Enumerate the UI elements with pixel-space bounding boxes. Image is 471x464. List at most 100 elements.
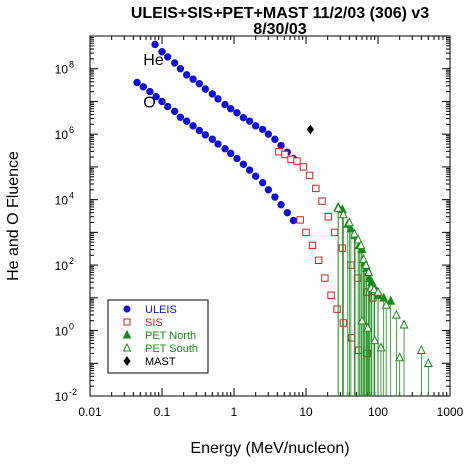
uleis-point bbox=[195, 79, 204, 88]
x-tick-labels: 0.01 0.1 1 10 100 1000 bbox=[78, 405, 463, 419]
uleis-point bbox=[258, 125, 267, 134]
x-tick-label: 1 bbox=[231, 405, 238, 419]
uleis-point bbox=[227, 149, 235, 158]
legend-marker-pet-north bbox=[122, 329, 132, 339]
pet-south-point bbox=[363, 322, 373, 332]
y-tick-label: 10 bbox=[55, 325, 69, 339]
pet-south-point bbox=[373, 286, 383, 296]
pet-south-point bbox=[353, 234, 363, 244]
pet-south-point bbox=[399, 319, 409, 329]
uleis-point bbox=[251, 122, 260, 130]
sis-point bbox=[312, 184, 320, 193]
legend-label-mast: MAST bbox=[145, 356, 176, 368]
legend-marker-sis bbox=[123, 318, 131, 326]
sis-point bbox=[281, 150, 289, 159]
uleis-point bbox=[221, 100, 229, 109]
uleis-point bbox=[221, 145, 229, 153]
uleis-point bbox=[189, 122, 197, 130]
pet-south-point bbox=[370, 335, 380, 345]
legend-marker-pet-south bbox=[122, 342, 132, 352]
legend-label-pet-south: PET South bbox=[145, 343, 198, 355]
x-tick-label: 1000 bbox=[437, 405, 464, 419]
uleis-point bbox=[170, 59, 179, 67]
uleis-point bbox=[245, 166, 254, 174]
pet-south-point bbox=[361, 259, 371, 269]
uleis-point bbox=[176, 113, 185, 121]
uleis-point bbox=[182, 117, 191, 125]
y-tick-label: 10 bbox=[55, 128, 69, 142]
y-tick-exponent: 0 bbox=[69, 322, 74, 332]
legend-label-sis: SIS bbox=[145, 317, 163, 329]
pet-south-point bbox=[423, 357, 433, 367]
uleis-point bbox=[164, 102, 172, 111]
uleis-point bbox=[176, 65, 185, 73]
sis-point bbox=[330, 228, 339, 237]
y-tick-label: 10 bbox=[55, 390, 69, 404]
uleis-point bbox=[277, 201, 285, 209]
uleis-point bbox=[251, 172, 260, 180]
uleis-point bbox=[151, 40, 159, 49]
pet-south-point bbox=[349, 228, 359, 238]
pet-south-point bbox=[338, 209, 348, 219]
chart-title-line-1: ULEIS+SIS+PET+MAST 11/2/03 (306) v3 bbox=[131, 5, 429, 22]
y-tick-exponent: -2 bbox=[69, 387, 77, 397]
x-tick-label: 100 bbox=[368, 405, 388, 419]
y-tick-label: 10 bbox=[55, 194, 69, 208]
uleis-point bbox=[245, 117, 254, 125]
uleis-point bbox=[233, 109, 241, 117]
y-tick-exponent: 6 bbox=[69, 125, 74, 135]
sis-point bbox=[308, 241, 317, 250]
sis-point bbox=[327, 291, 335, 299]
pet-south-point bbox=[381, 299, 391, 309]
uleis-point bbox=[289, 216, 298, 225]
uleis-point bbox=[227, 105, 235, 113]
pet-south-point bbox=[395, 352, 405, 362]
uleis-point bbox=[146, 87, 154, 96]
uleis-point bbox=[152, 92, 160, 101]
sis-point bbox=[293, 157, 301, 165]
uleis-point bbox=[189, 75, 197, 83]
uleis-point bbox=[201, 85, 210, 93]
legend-marker-uleis bbox=[123, 305, 131, 313]
pet-south-point bbox=[359, 254, 369, 264]
uleis-point bbox=[277, 141, 285, 150]
sis-point bbox=[302, 228, 310, 237]
pet-south-point bbox=[356, 240, 366, 250]
uleis-point bbox=[139, 83, 148, 91]
sis-point bbox=[305, 171, 314, 180]
plot-frame bbox=[89, 35, 451, 397]
uleis-point bbox=[271, 135, 279, 143]
uleis-point bbox=[158, 48, 166, 56]
uleis-point bbox=[164, 53, 172, 61]
legend-label-pet-north: PET North bbox=[145, 330, 196, 342]
pet-south-point bbox=[333, 202, 343, 212]
uleis-point bbox=[258, 178, 267, 187]
y-tick-exponent: 4 bbox=[69, 191, 74, 201]
uleis-point bbox=[264, 130, 273, 138]
y-tick-label: 10 bbox=[55, 259, 69, 273]
sis-point bbox=[324, 213, 332, 221]
axis-ticks bbox=[89, 36, 450, 397]
x-axis-label: Energy (MeV/nucleon) bbox=[190, 440, 349, 457]
uleis-point bbox=[158, 97, 166, 106]
sis-point bbox=[321, 274, 329, 282]
pet-south-point bbox=[357, 315, 367, 325]
sis-point bbox=[314, 256, 323, 265]
chart-title-line-2: 8/30/03 bbox=[253, 21, 306, 38]
pet-south-point bbox=[344, 217, 354, 227]
y-axis-label: He and O Fluence bbox=[5, 151, 22, 281]
legend-marker-mast bbox=[123, 356, 131, 366]
uleis-point bbox=[283, 208, 292, 217]
pet-south-point bbox=[376, 342, 386, 352]
o-annotation: O bbox=[143, 94, 155, 111]
y-tick-exponent: 8 bbox=[69, 60, 74, 70]
uleis-point bbox=[214, 140, 222, 148]
uleis-point bbox=[271, 193, 279, 201]
uleis-point bbox=[233, 154, 241, 163]
x-tick-label: 0.1 bbox=[154, 405, 171, 419]
uleis-point bbox=[208, 90, 217, 98]
